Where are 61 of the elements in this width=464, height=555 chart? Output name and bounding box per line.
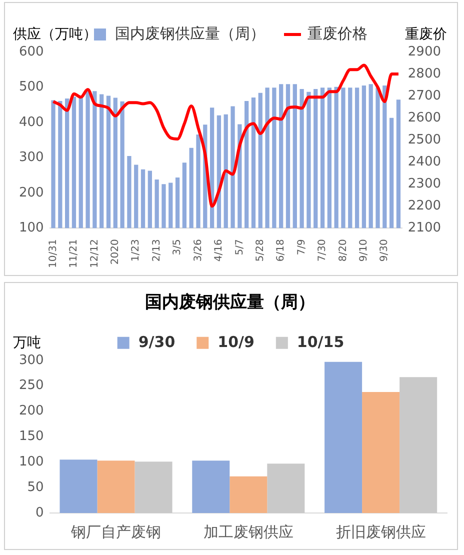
x-tick-label: 7/30 [317,239,328,262]
legend-label: 重废价格 [308,24,368,42]
x-tick-label: 5/28 [254,239,266,262]
y-axis-title: 供应（万吨） [13,26,97,43]
x-tick-label: 3/5 [172,239,184,256]
legend-label: 国内废钢供应量（周） [115,24,265,42]
bar [230,476,268,513]
chart-title: 国内废钢供应量（周） [145,292,315,313]
x-tick-label: 9/10 [358,239,370,262]
y2-axis-title: 重废价 [405,26,447,43]
y-tick-label: 300 [18,352,44,368]
x-tick-label: 9/30 [379,239,390,262]
x-tick-label: 5/7 [234,239,246,256]
y2-tick-label: 2200 [408,198,442,214]
y-tick-label: 200 [18,404,44,419]
bar [400,377,438,513]
y-tick-label: 300 [18,150,44,166]
bar [324,362,362,513]
bar [362,392,400,513]
y2-tick-label: 2600 [408,110,442,126]
x-tick-label: 2020 [110,239,121,265]
bar [192,460,230,513]
y-tick-label: 150 [18,429,44,444]
y-axis-title: 万吨 [13,335,41,352]
x-tick-label: 加工废钢供应 [203,522,294,541]
legend-label: 10/9 [218,332,254,351]
x-tick-label: 1/23 [130,239,142,262]
bar [60,460,98,513]
y-tick-label: 400 [18,114,44,130]
y2-tick-label: 2300 [408,176,442,192]
x-tick-label: 8/20 [338,239,349,262]
bar [97,460,135,513]
legend-label: 9/30 [138,332,176,351]
x-tick-label: 6/18 [276,239,287,262]
y2-tick-label: 2400 [408,154,442,170]
y-tick-label: 0 [36,505,44,520]
x-tick-label: 2/13 [151,239,162,262]
x-tick-label: 钢厂自产废钢 [70,522,162,541]
bar [267,464,305,513]
y2-tick-label: 2100 [408,220,442,236]
y2-tick-label: 2900 [408,44,442,60]
y-tick-label: 100 [18,220,44,236]
y2-tick-label: 2700 [408,88,442,104]
y-tick-label: 100 [18,454,44,470]
x-tick-label: 10/31 [48,239,59,268]
x-tick-label: 7/9 [296,239,308,256]
y-tick-label: 50 [27,480,44,495]
x-tick-label: 3/26 [192,239,204,262]
x-tick-label: 4/16 [214,239,225,262]
x-tick-label: 11/21 [68,239,80,268]
x-tick-label: 折旧废钢供应 [336,522,426,541]
y-tick-label: 500 [18,80,44,95]
y2-tick-label: 2500 [408,132,442,148]
y-tick-label: 600 [18,44,44,60]
y-tick-label: 200 [18,185,44,200]
y-tick-label: 250 [18,378,44,394]
bar [134,462,172,513]
legend-label: 10/15 [296,332,344,351]
line-series [52,64,400,208]
y2-tick-label: 2800 [408,66,442,82]
x-tick-label: 12/12 [89,239,100,268]
